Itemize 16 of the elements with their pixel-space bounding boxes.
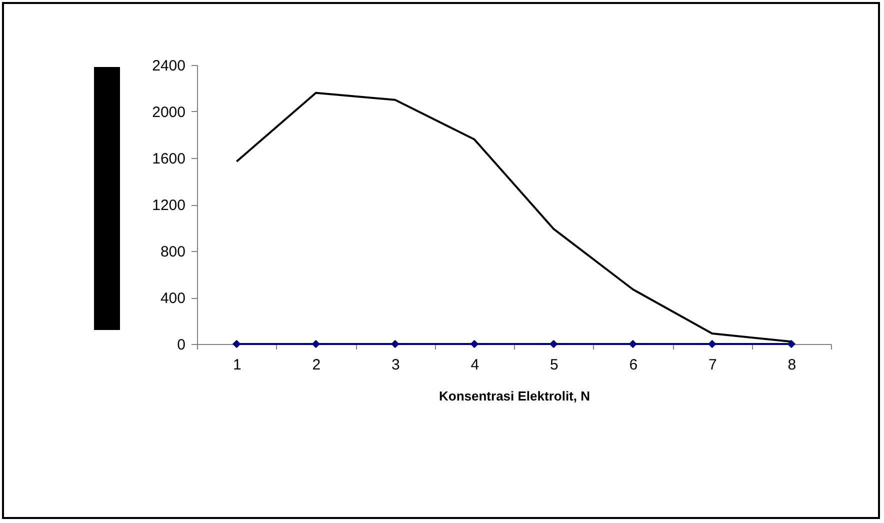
- y-tick-label: 800: [160, 244, 186, 260]
- x-tick-label: 4: [470, 356, 480, 374]
- x-tick-label: 3: [391, 356, 400, 374]
- x-axis-title: Konsentrasi Elektrolit, N: [439, 388, 590, 404]
- x-tick-label: 1: [232, 356, 242, 374]
- x-tick-label: 5: [550, 356, 558, 374]
- y-tick-label: 2400: [152, 58, 186, 74]
- x-tick-label: 7: [708, 356, 717, 374]
- y-tick-label: 1200: [152, 197, 186, 214]
- x-tick-label: 6: [629, 356, 638, 374]
- x-tick-label: 2: [312, 356, 321, 374]
- y-tick-label: 400: [160, 290, 186, 307]
- y-tick-label: 2000: [152, 104, 186, 121]
- y-tick-label: 0: [177, 336, 186, 354]
- x-tick-label: 8: [788, 356, 796, 374]
- y-tick-label: 1600: [152, 150, 186, 168]
